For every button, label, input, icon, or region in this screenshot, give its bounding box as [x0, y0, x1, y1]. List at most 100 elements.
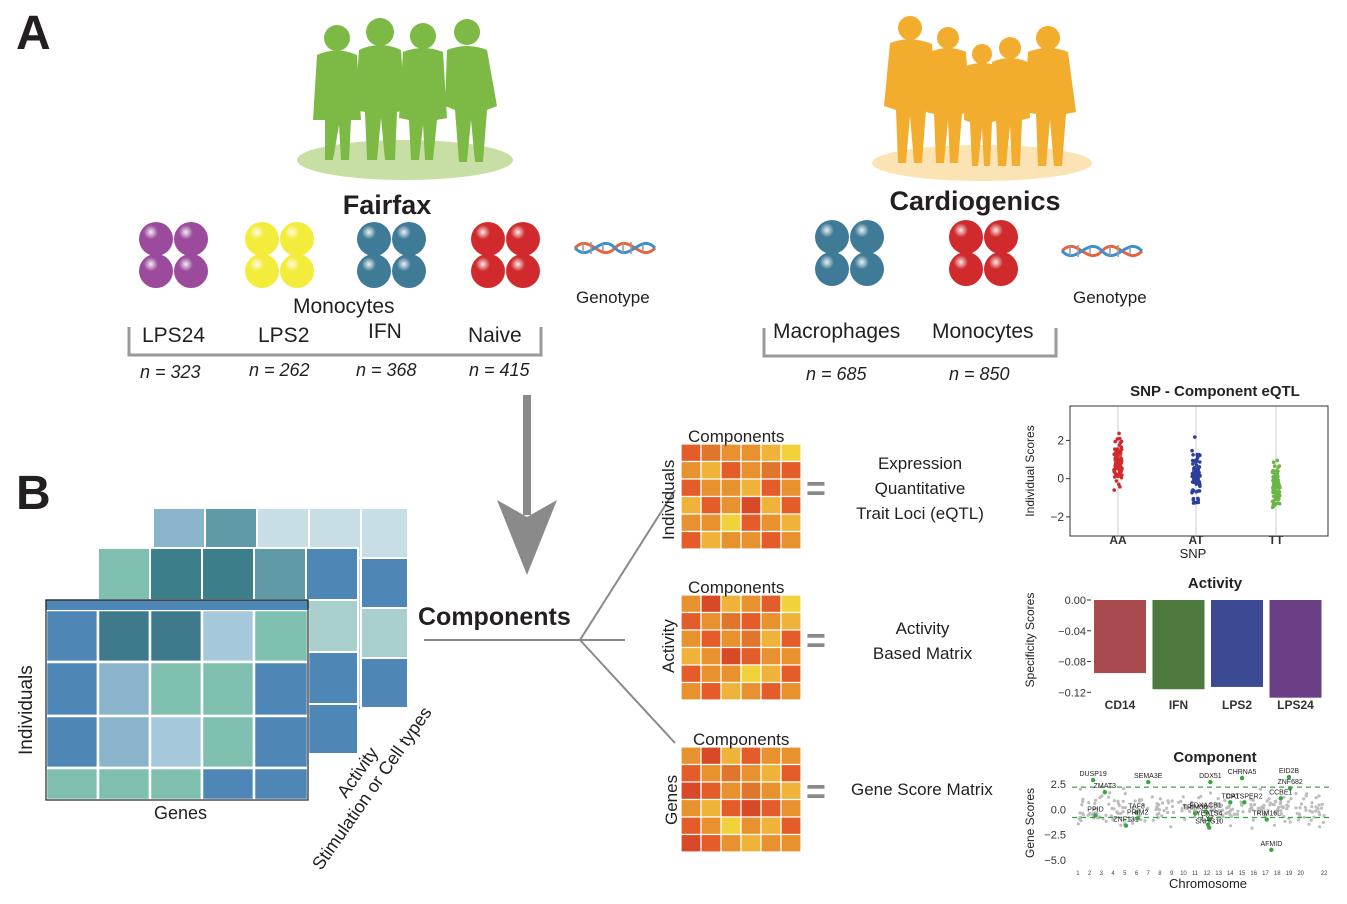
- equals-sign-2: =: [806, 622, 826, 660]
- chart3-bg-point: [1265, 799, 1269, 803]
- chart2-bar: [1269, 600, 1322, 698]
- chart3-bg-point: [1202, 803, 1206, 807]
- chart3-bg-point: [1078, 787, 1082, 791]
- chart3-bg-point: [1249, 797, 1253, 801]
- heat-cell: [780, 816, 802, 836]
- chart1-point: [1270, 470, 1275, 474]
- chart3-gene-point: [1093, 813, 1098, 818]
- heat-cell: [680, 798, 702, 818]
- chart2-bar: [1152, 600, 1205, 690]
- chart3-gene-point: [1192, 811, 1198, 816]
- panel-a-label: A: [16, 7, 51, 60]
- chart3-bg-point: [1288, 820, 1292, 824]
- result-activity-line2: Based Matrix: [872, 644, 973, 663]
- heat-cell: [720, 763, 742, 783]
- heat-cell: [760, 460, 782, 480]
- chart1-ytick: 0: [1057, 472, 1064, 486]
- heat-cell: [740, 681, 762, 701]
- condition-monocytes: Monocytes: [932, 320, 1034, 343]
- chart3-bg-point: [1268, 801, 1273, 805]
- chart3-bg-point: [1116, 799, 1120, 803]
- heat-cell: [760, 611, 782, 631]
- chart3-ylabel: Gene Scores: [1023, 788, 1037, 858]
- heat-cell: [680, 781, 702, 801]
- chart3-bg-point: [1308, 809, 1312, 813]
- result-eqtl-line1: Expression: [877, 454, 963, 473]
- chart1-ytick: −2: [1050, 510, 1064, 524]
- cardiogenics-title: Cardiogenics: [889, 186, 1061, 216]
- chart3-bg-point: [1209, 804, 1213, 808]
- heat-cell: [720, 460, 742, 480]
- chart3-bg-point: [1266, 808, 1270, 813]
- chart3-bg-point: [1112, 799, 1116, 803]
- chart3-bg-point: [1230, 814, 1234, 818]
- chart3-bg-point: [1317, 810, 1321, 814]
- chart3-bg-point: [1224, 811, 1228, 816]
- chart1-title: SNP - Component eQTL: [1130, 383, 1300, 400]
- chart3-gene-point: [1242, 800, 1247, 805]
- chart3-bg-point: [1221, 808, 1225, 812]
- chart3-bg-point: [1302, 797, 1306, 801]
- chart1-point: [1198, 460, 1202, 464]
- chart2-title: Activity: [1188, 575, 1243, 592]
- cardio-genotype-label: Genotype: [1073, 288, 1147, 307]
- chart3-bg-point: [1248, 807, 1252, 811]
- chart3-bg-point: [1113, 816, 1117, 820]
- chart-activity: Activity 0.00 −0.04 −0.08 −0.12 CD14 IFN LPS2…: [1023, 575, 1322, 712]
- chart3-bg-point: [1143, 819, 1147, 823]
- chart3-bg-point: [1123, 806, 1127, 810]
- chart3-bg-point: [1310, 801, 1314, 805]
- heat-cell: [700, 478, 722, 498]
- chart3-xtick: 7: [1147, 871, 1151, 877]
- chart3-gene-point: [1287, 785, 1293, 791]
- chart3-bg-point: [1248, 809, 1252, 813]
- heat-cell: [760, 629, 782, 649]
- components-label: Components: [418, 603, 571, 631]
- heat-cell: [740, 833, 762, 853]
- fairfax-cell-type: Monocytes: [293, 295, 395, 318]
- heat-cell: [680, 611, 702, 631]
- tensor-front-slice: [44, 599, 310, 802]
- dna-icon: [1060, 244, 1144, 258]
- chart3-bg-point: [1209, 791, 1213, 795]
- heat-cell: [720, 816, 742, 836]
- heatmatrix-genes: [680, 746, 802, 853]
- chart3-bg-point: [1190, 800, 1194, 804]
- chart3-bg-point: [1214, 803, 1218, 807]
- chart3-bg-point: [1170, 804, 1175, 809]
- heat-cell: [700, 495, 722, 515]
- chart3-bg-point: [1145, 807, 1149, 812]
- chart3-bg-point: [1285, 803, 1289, 807]
- chart3-gene-label: TRIM34: [1183, 804, 1208, 811]
- chart3-bg-point: [1155, 813, 1159, 817]
- chart3-bg-point: [1310, 805, 1314, 809]
- chart3-bg-point: [1142, 803, 1146, 807]
- heat-cell: [680, 629, 702, 649]
- chart3-bg-point: [1314, 809, 1318, 813]
- chart3-bg-point: [1307, 822, 1311, 826]
- chart1-point: [1113, 471, 1118, 476]
- chart3-bg-point: [1235, 812, 1240, 816]
- heat-cell: [780, 513, 802, 533]
- chart3-bg-point: [1257, 810, 1261, 814]
- chart3-bg-point: [1199, 794, 1203, 799]
- chart3-bg-point: [1252, 803, 1257, 807]
- chart1-point: [1114, 466, 1118, 470]
- heat-cell: [740, 629, 762, 649]
- chart1-point: [1196, 498, 1201, 502]
- chart1-point: [1277, 501, 1282, 506]
- chart3-bg-point: [1108, 791, 1112, 795]
- chart1-point: [1190, 458, 1195, 463]
- condition-lps2: LPS2: [258, 324, 310, 347]
- chart3-bg-point: [1177, 800, 1181, 804]
- heat-cell: [700, 460, 722, 480]
- chart3-xtick: 3: [1100, 871, 1104, 877]
- heat-cell: [740, 798, 762, 818]
- chart3-xtick: 14: [1227, 871, 1234, 877]
- cardio-bracket: [762, 328, 1058, 358]
- chart3-bg-point: [1321, 820, 1325, 825]
- chart3-bg-point: [1212, 807, 1216, 812]
- chart3-bg-point: [1087, 812, 1091, 816]
- matrix3-top-label: Components: [693, 730, 790, 749]
- heat-cell: [680, 646, 702, 666]
